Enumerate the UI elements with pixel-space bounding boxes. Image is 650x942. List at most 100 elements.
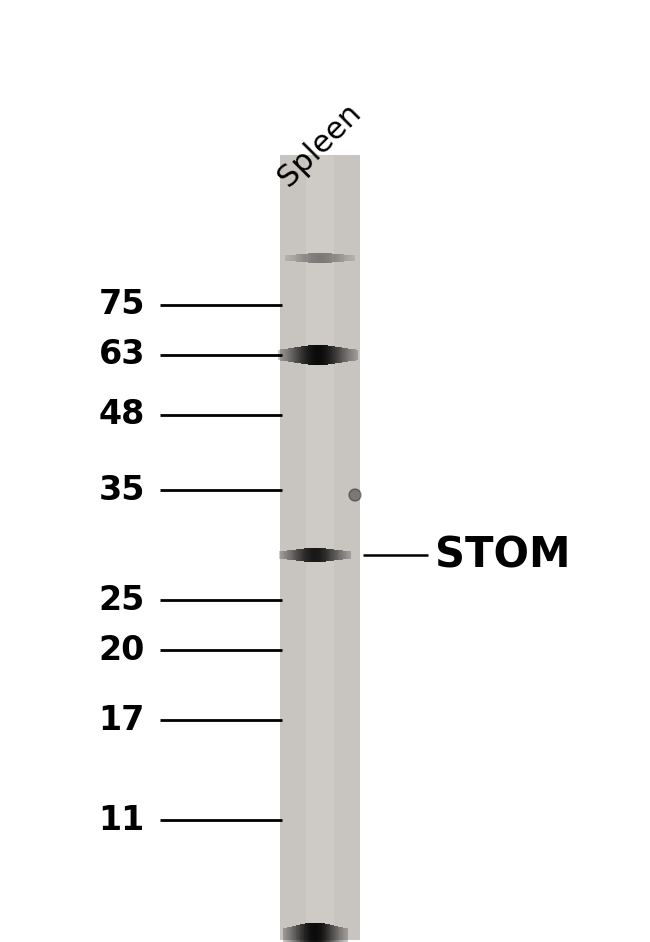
Bar — [328, 253, 329, 263]
Bar — [339, 348, 340, 363]
Bar — [306, 923, 307, 942]
Bar — [332, 549, 333, 560]
Bar — [338, 927, 339, 942]
Bar — [346, 928, 348, 942]
Bar — [337, 347, 338, 364]
Bar — [288, 927, 289, 942]
Bar — [311, 548, 312, 562]
Bar — [339, 927, 340, 942]
Bar — [314, 253, 315, 263]
Bar — [330, 253, 332, 263]
Bar — [296, 348, 297, 363]
Bar — [307, 923, 309, 942]
Bar — [291, 348, 292, 362]
Bar — [330, 925, 332, 942]
Bar — [343, 348, 344, 363]
Bar — [335, 253, 336, 262]
Bar — [312, 253, 313, 263]
Bar — [304, 923, 306, 942]
Bar — [286, 255, 287, 261]
Bar — [319, 253, 320, 263]
Bar — [309, 923, 310, 942]
Bar — [316, 922, 317, 942]
Bar — [304, 346, 305, 364]
Bar — [350, 255, 352, 261]
Bar — [306, 155, 334, 940]
Bar — [280, 349, 281, 361]
Bar — [321, 253, 322, 263]
Bar — [346, 254, 347, 261]
Bar — [299, 925, 300, 942]
Bar — [337, 926, 338, 942]
Bar — [313, 922, 314, 942]
Bar — [348, 349, 349, 362]
Bar — [289, 255, 291, 261]
Bar — [316, 548, 317, 562]
Text: 17: 17 — [99, 704, 145, 737]
Bar — [354, 255, 355, 261]
Bar — [307, 346, 308, 365]
Bar — [294, 254, 296, 261]
Bar — [325, 923, 326, 942]
Bar — [292, 348, 293, 363]
Bar — [290, 927, 291, 942]
Bar — [327, 346, 328, 365]
Bar — [294, 348, 295, 363]
Bar — [316, 345, 317, 365]
Bar — [345, 254, 346, 261]
Bar — [300, 924, 301, 942]
Bar — [304, 253, 305, 262]
Bar — [281, 349, 282, 361]
Bar — [291, 550, 292, 560]
Bar — [284, 349, 285, 361]
Bar — [302, 924, 303, 942]
Bar — [320, 548, 321, 561]
Bar — [317, 548, 318, 562]
Bar — [279, 349, 280, 361]
Bar — [313, 253, 314, 263]
Bar — [295, 348, 296, 363]
Bar — [300, 254, 301, 262]
Bar — [310, 923, 311, 942]
Bar — [342, 254, 343, 262]
Bar — [314, 922, 315, 942]
Bar — [328, 924, 329, 942]
Bar — [286, 928, 287, 942]
Bar — [285, 551, 286, 560]
Bar — [316, 253, 317, 263]
Bar — [348, 255, 349, 261]
Bar — [326, 346, 327, 365]
Bar — [333, 347, 334, 364]
Bar — [336, 926, 337, 942]
Bar — [330, 549, 332, 560]
Bar — [292, 255, 293, 261]
Bar — [336, 347, 337, 364]
Bar — [317, 345, 318, 365]
Bar — [288, 349, 289, 362]
Bar — [299, 347, 300, 364]
Bar — [324, 923, 325, 942]
Bar — [285, 349, 286, 361]
Bar — [337, 254, 339, 262]
Bar — [318, 548, 320, 562]
Bar — [327, 253, 328, 263]
Bar — [341, 927, 342, 942]
Bar — [324, 548, 325, 561]
Bar — [343, 254, 344, 262]
Bar — [312, 922, 313, 942]
Bar — [324, 253, 325, 263]
Bar — [325, 253, 326, 263]
Bar — [327, 548, 328, 561]
Bar — [310, 346, 311, 365]
Bar — [313, 548, 314, 562]
Bar — [341, 550, 342, 560]
Bar — [344, 928, 345, 942]
Bar — [284, 928, 285, 942]
Text: 35: 35 — [99, 474, 145, 507]
Bar — [345, 928, 346, 942]
Circle shape — [349, 489, 361, 501]
Bar — [297, 347, 298, 363]
Bar — [289, 927, 290, 942]
Bar — [302, 548, 304, 561]
Bar — [289, 550, 290, 560]
